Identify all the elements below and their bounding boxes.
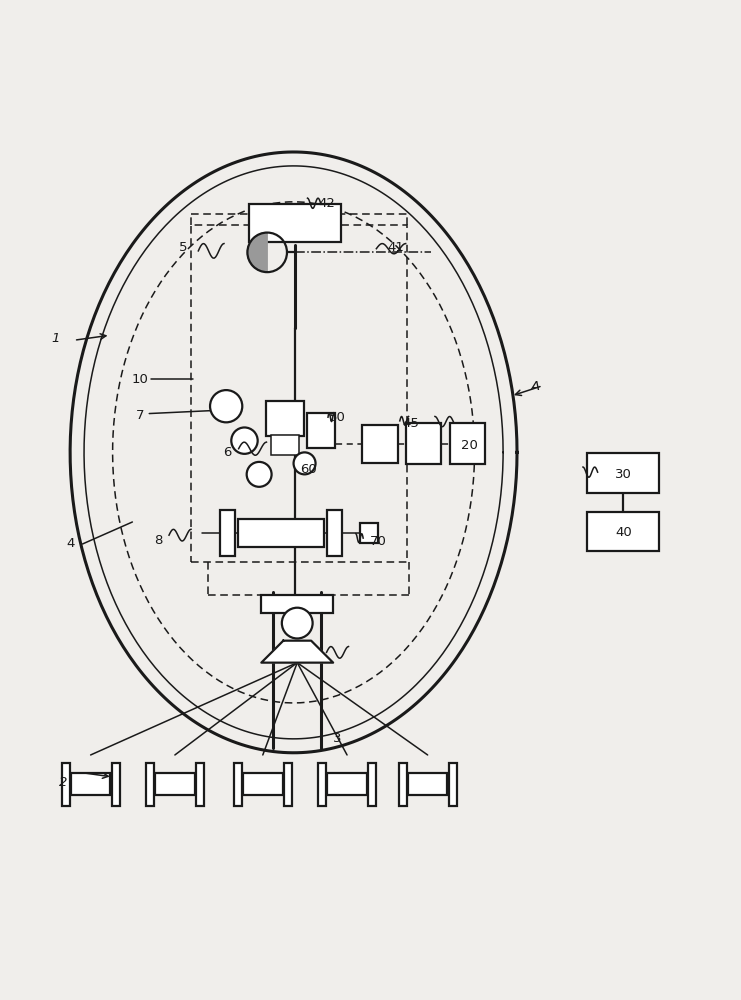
- Text: 41: 41: [388, 241, 405, 254]
- Bar: [266, 401, 304, 436]
- Bar: [368, 763, 376, 806]
- Circle shape: [231, 427, 258, 454]
- Bar: [284, 763, 292, 806]
- Bar: [318, 763, 326, 806]
- Bar: [448, 763, 456, 806]
- Text: 20: 20: [461, 439, 478, 452]
- Text: 3: 3: [333, 732, 342, 745]
- Bar: [243, 773, 282, 795]
- Bar: [262, 595, 333, 613]
- Bar: [328, 773, 367, 795]
- Circle shape: [293, 452, 316, 474]
- Bar: [408, 773, 448, 795]
- Text: 2: 2: [59, 776, 67, 789]
- Bar: [220, 510, 235, 556]
- Bar: [307, 413, 335, 448]
- Bar: [399, 763, 407, 806]
- Circle shape: [210, 390, 242, 422]
- Bar: [362, 425, 398, 463]
- Bar: [191, 225, 407, 562]
- Bar: [238, 519, 325, 547]
- Bar: [155, 773, 195, 795]
- Bar: [360, 523, 378, 543]
- Bar: [111, 763, 119, 806]
- Bar: [234, 763, 242, 806]
- Text: 6: 6: [224, 446, 232, 459]
- Bar: [588, 453, 659, 493]
- Text: 70: 70: [370, 535, 386, 548]
- Bar: [62, 763, 70, 806]
- Bar: [196, 763, 204, 806]
- Text: 30: 30: [615, 468, 632, 481]
- Text: 60: 60: [300, 463, 316, 476]
- Text: 10: 10: [131, 373, 148, 386]
- Bar: [271, 435, 299, 455]
- Bar: [405, 423, 441, 464]
- Circle shape: [247, 462, 272, 487]
- Text: 42: 42: [318, 197, 335, 210]
- Text: 40: 40: [615, 526, 631, 539]
- Text: 1: 1: [51, 332, 59, 345]
- Circle shape: [282, 608, 313, 638]
- Bar: [249, 204, 341, 242]
- Bar: [588, 512, 659, 551]
- Wedge shape: [247, 233, 268, 272]
- Bar: [71, 773, 110, 795]
- Text: 5: 5: [179, 241, 188, 254]
- Bar: [328, 510, 342, 556]
- Text: 45: 45: [402, 417, 419, 430]
- Text: 7: 7: [136, 409, 144, 422]
- Text: 50: 50: [329, 411, 346, 424]
- Bar: [450, 423, 485, 464]
- Text: 4: 4: [66, 537, 74, 550]
- Text: A: A: [531, 380, 540, 393]
- Bar: [146, 763, 154, 806]
- Text: 8: 8: [154, 534, 162, 547]
- Polygon shape: [262, 641, 333, 663]
